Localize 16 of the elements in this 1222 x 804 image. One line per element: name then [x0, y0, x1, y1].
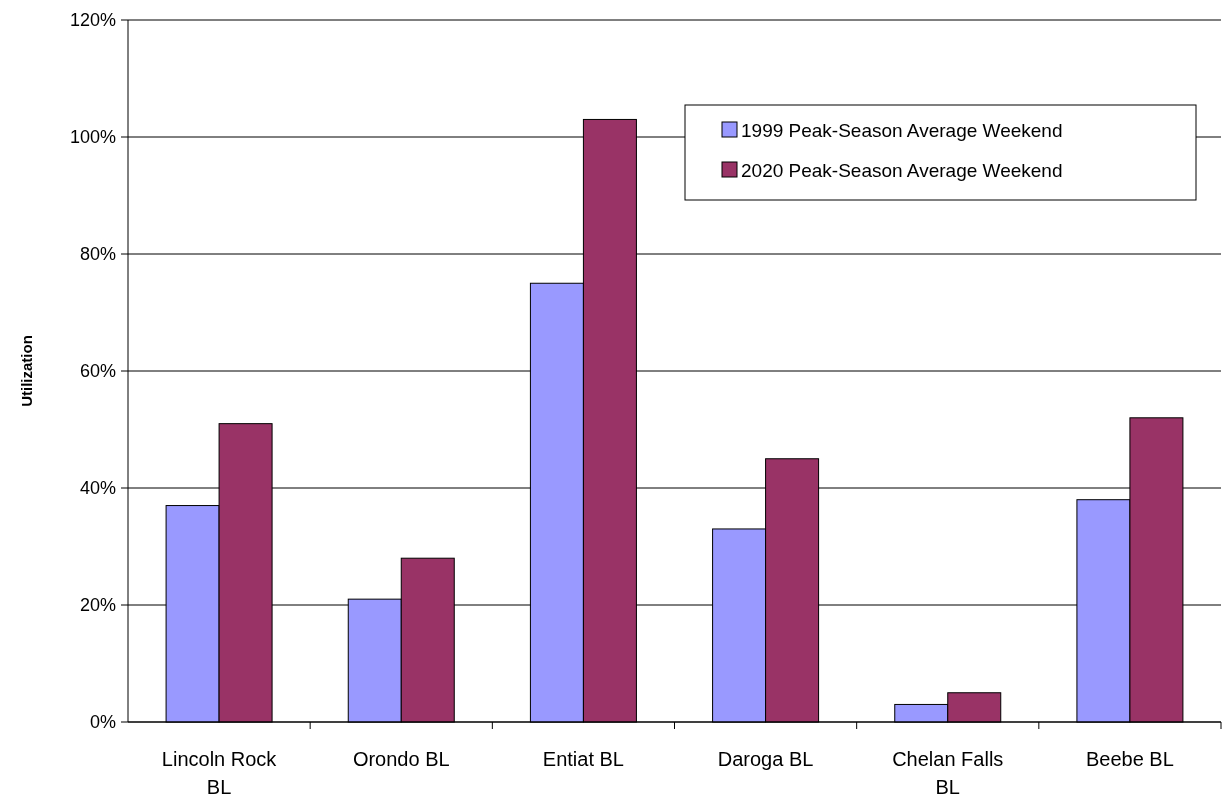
y-tick-label: 20%	[79, 595, 116, 616]
y-tick-label: 100%	[69, 127, 116, 148]
y-axis-title: Utilization	[18, 335, 35, 407]
x-tick-label: Orondo BL	[352, 748, 450, 770]
legend-label: 1999 Peak-Season Average Weekend	[741, 119, 1063, 141]
x-tick-label: Chelan Falls BL	[892, 748, 1004, 798]
y-tick-label: 60%	[79, 361, 116, 382]
x-tick-label: Daroga BL	[717, 748, 814, 770]
x-tick-label: Lincoln Rock BL	[161, 748, 278, 798]
x-tick-label: Entiat BL	[542, 748, 624, 770]
y-tick-label: 80%	[79, 244, 116, 265]
y-tick-label: 0%	[89, 712, 116, 733]
y-tick-label: 120%	[69, 10, 116, 31]
y-tick-label: 40%	[79, 478, 116, 499]
x-tick-label: Beebe BL	[1085, 748, 1174, 770]
legend-label: 2020 Peak-Season Average Weekend	[741, 159, 1063, 181]
